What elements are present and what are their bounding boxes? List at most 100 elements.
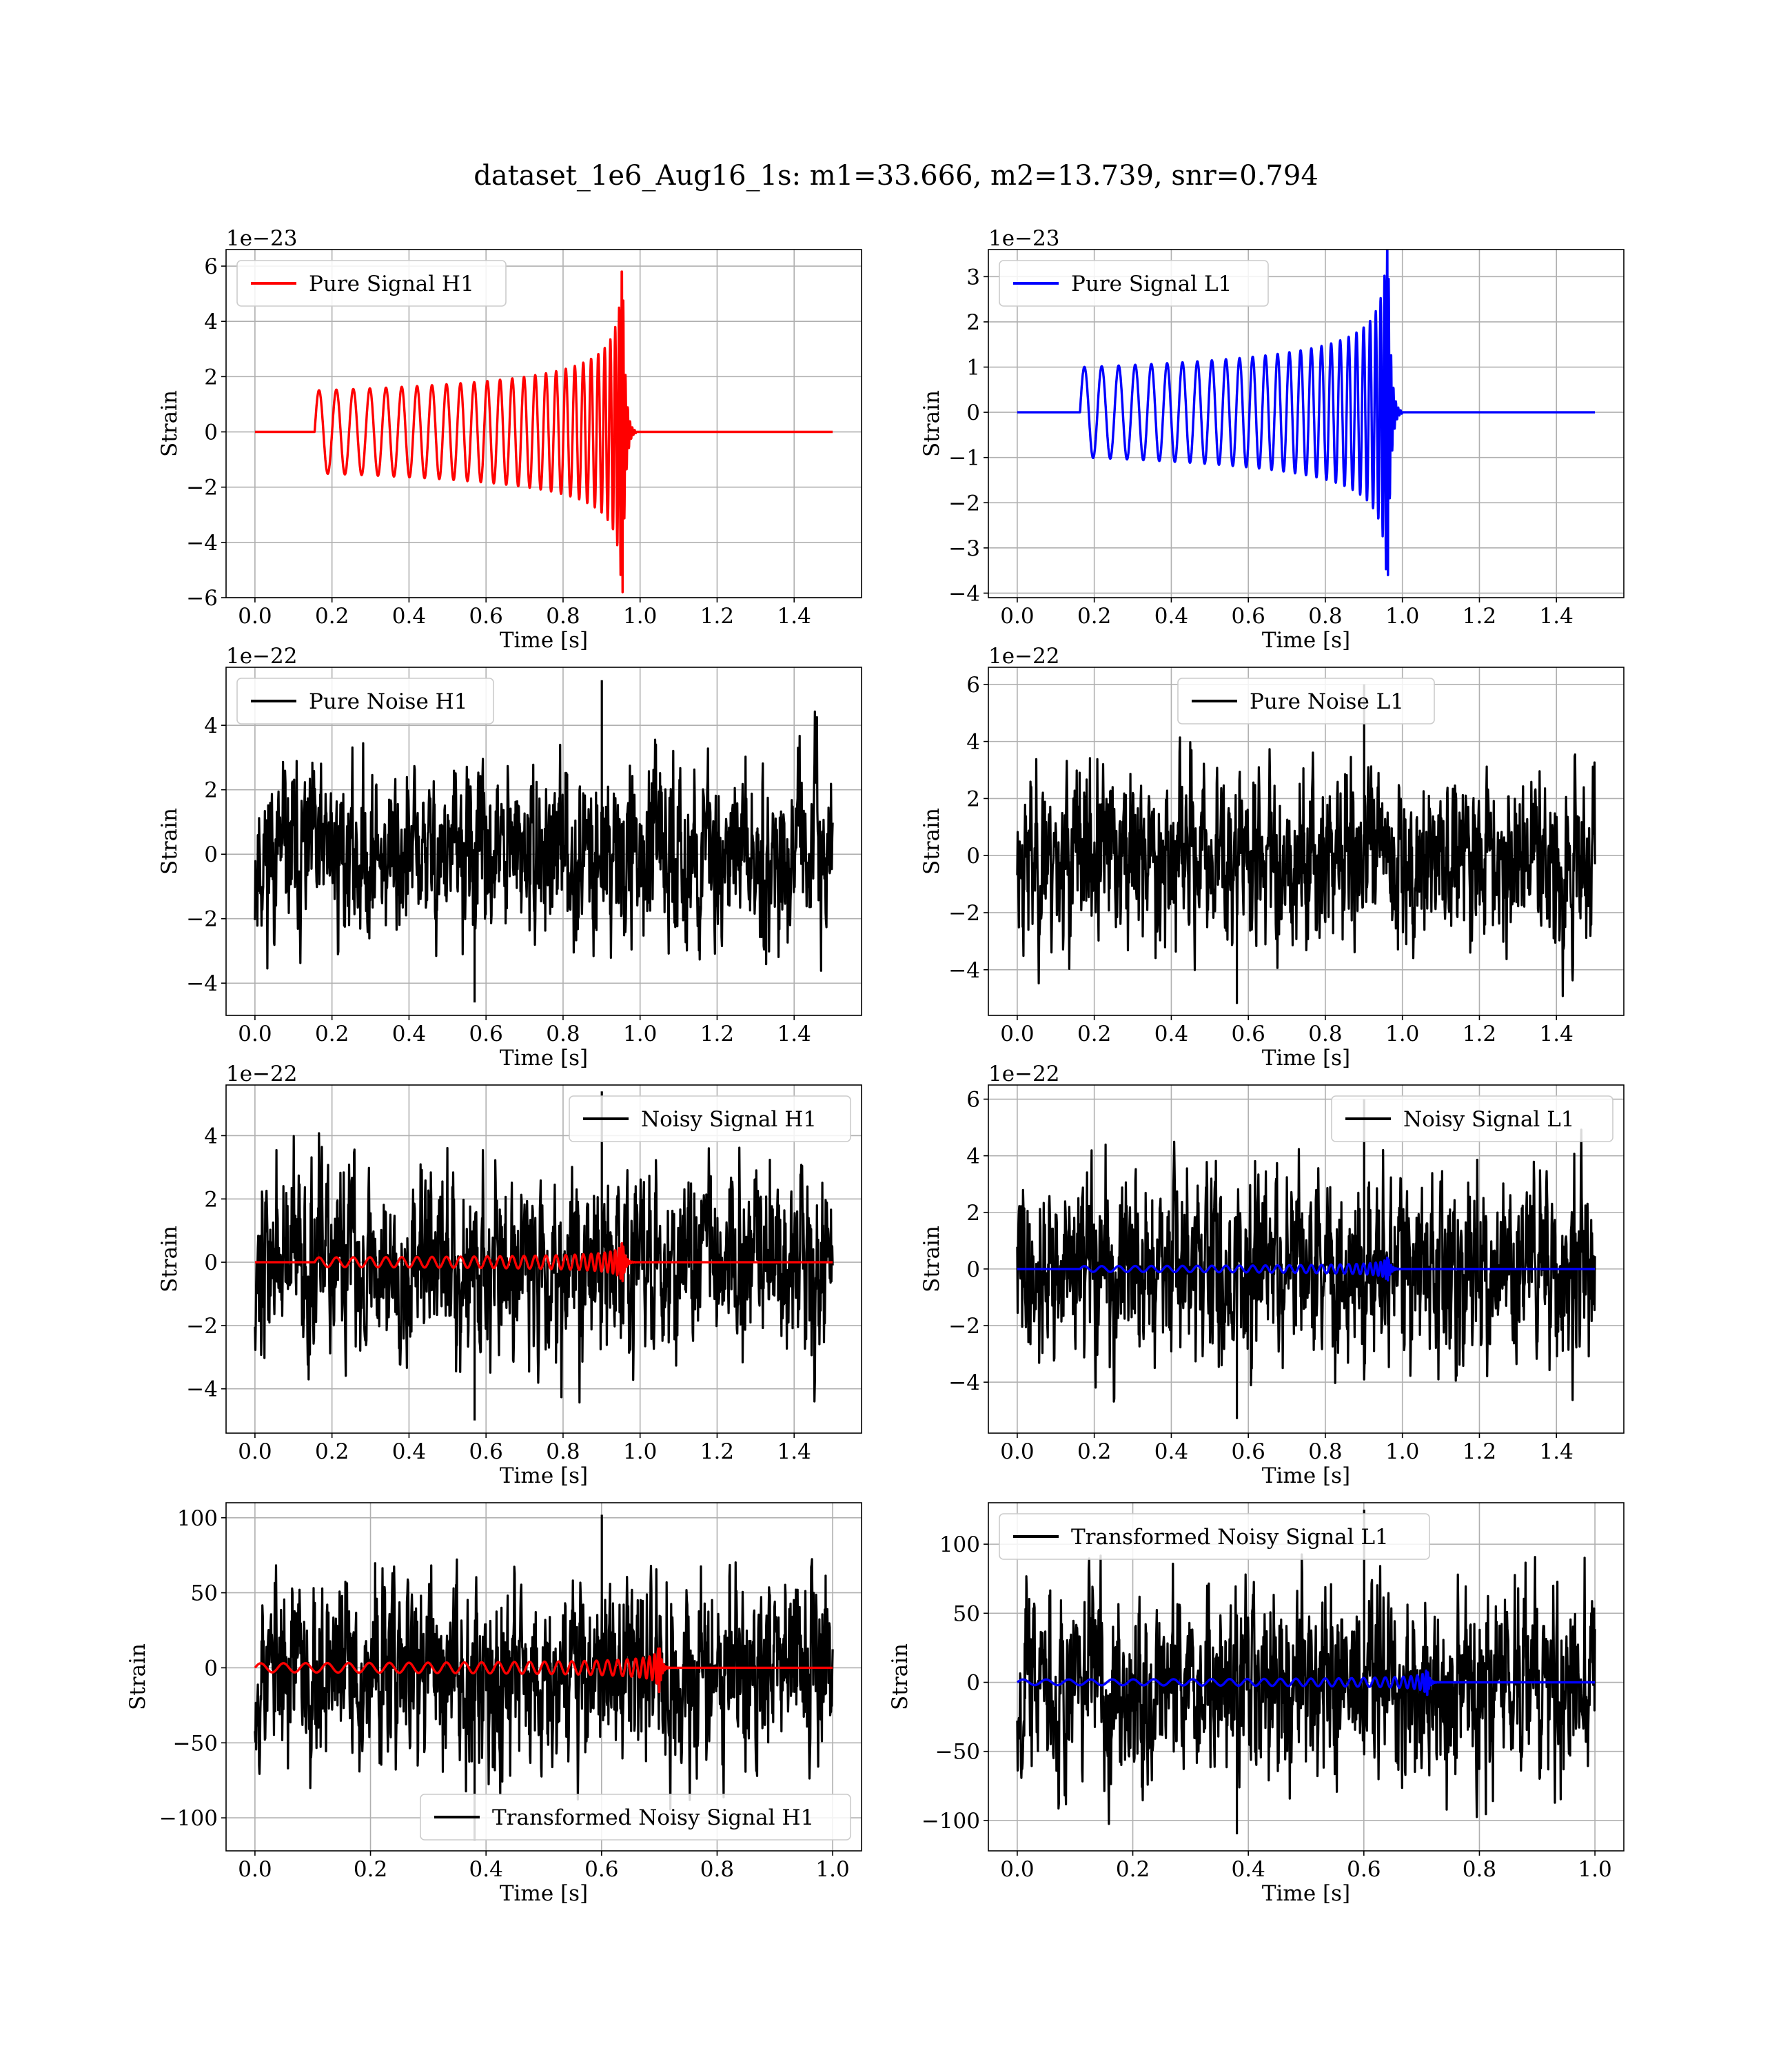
y-tick-label: −1	[948, 446, 980, 471]
x-axis-label: Time [s]	[1262, 1881, 1350, 1906]
x-tick-label: 1.0	[1385, 1439, 1419, 1464]
legend: Noisy Signal H1	[569, 1095, 851, 1142]
legend-box	[420, 1794, 851, 1841]
y-tick-label: −2	[186, 1314, 218, 1339]
y-tick-label: −4	[948, 1370, 980, 1395]
x-tick-label: 0.2	[315, 1439, 349, 1464]
figure-title: dataset_1e6_Aug16_1s: m1=33.666, m2=13.7…	[474, 160, 1318, 192]
y-tick-label: −2	[948, 1314, 980, 1339]
y-axis-label: Strain	[919, 1226, 944, 1292]
x-tick-label: 1.2	[700, 1022, 734, 1046]
axes-frame	[225, 249, 862, 598]
x-tick-label: 0.6	[469, 604, 503, 629]
x-tick-label: 1.4	[777, 1022, 811, 1046]
axes-frame	[988, 1084, 1625, 1434]
x-tick-label: 0.6	[469, 1022, 503, 1046]
x-tick-label: 0.8	[546, 604, 580, 629]
x-tick-label: 0.2	[1077, 1439, 1111, 1464]
x-tick-label: 0.4	[1154, 604, 1188, 629]
legend-label: Transformed Noisy Signal H1	[492, 1805, 814, 1830]
y-tick-label: −2	[948, 491, 980, 516]
axes-frame	[225, 1502, 862, 1852]
y-axis-label: Strain	[157, 808, 182, 875]
subplot-noisy-signal-l1: 0.0 0.2 0.4 0.6 0.8 1.0 1.2 1.4 −4 −2 0 2 4 6 Time [s]…	[919, 1062, 1625, 1488]
legend: Pure Signal H1	[236, 260, 507, 307]
y-tick-label: 100	[177, 1506, 218, 1531]
y-axis-label: Strain	[157, 1226, 182, 1292]
legend-label: Pure Noise L1	[1250, 689, 1404, 714]
subplot-pure-noise-l1: 0.0 0.2 0.4 0.6 0.8 1.0 1.2 1.4 −4 −2 0 2 4 6 Time [s]…	[919, 644, 1625, 1071]
y-tick-label: 4	[204, 1124, 218, 1148]
legend-label: Noisy Signal H1	[641, 1107, 817, 1132]
y-tick-label: −4	[186, 1377, 218, 1402]
y-tick-label: −2	[948, 901, 980, 926]
y-tick-label: 2	[966, 310, 980, 335]
x-tick-label: 0.4	[469, 1857, 503, 1882]
y-axis-label: Strain	[919, 390, 944, 457]
legend: Pure Noise H1	[236, 678, 494, 724]
legend-label: Pure Signal L1	[1071, 272, 1232, 296]
x-axis-label: Time [s]	[1262, 628, 1350, 653]
y-tick-label: 6	[966, 1088, 980, 1113]
y-tick-label: −100	[922, 1809, 980, 1834]
x-axis-label: Time [s]	[500, 628, 588, 653]
subplot-pure-noise-h1: 0.0 0.2 0.4 0.6 0.8 1.0 1.2 1.4 −4 −2 0 2 4 Time [s] S…	[157, 644, 862, 1071]
x-tick-label: 1.2	[1463, 604, 1496, 629]
x-tick-label: 0.2	[1077, 1022, 1111, 1046]
y-tick-label: 6	[204, 254, 218, 279]
x-tick-label: 1.0	[623, 1439, 657, 1464]
x-tick-label: 1.2	[1463, 1022, 1496, 1046]
x-tick-label: 0.4	[1154, 1439, 1188, 1464]
chirp-series-line	[254, 1241, 834, 1283]
y-axis-label: Strain	[157, 390, 182, 457]
y-tick-label: −50	[173, 1731, 218, 1756]
chirp-series-line	[254, 270, 834, 594]
x-tick-label: 1.0	[815, 1857, 849, 1882]
y-tick-label: −6	[186, 586, 218, 611]
x-tick-label: 1.0	[1385, 1022, 1419, 1046]
y-tick-label: −100	[159, 1806, 218, 1831]
x-tick-label: 0.6	[1347, 1857, 1381, 1882]
x-tick-label: 1.2	[700, 1439, 734, 1464]
subplot-transformed-noisy-signal-h1: 0.0 0.2 0.4 0.6 0.8 1.0 −100 −50 0 50 100 Time [s] S…	[125, 1502, 862, 1906]
y-tick-label: 2	[966, 787, 980, 811]
x-tick-label: 0.4	[392, 604, 426, 629]
y-tick-label: 2	[966, 1201, 980, 1226]
y-tick-label: 0	[966, 1671, 980, 1696]
x-tick-label: 1.4	[777, 1439, 811, 1464]
legend-label: Transformed Noisy Signal L1	[1071, 1525, 1389, 1550]
chirp-series-line	[254, 1647, 834, 1693]
x-tick-label: 1.2	[700, 604, 734, 629]
y-tick-label: −50	[935, 1740, 980, 1765]
y-tick-label: 3	[966, 265, 980, 290]
x-tick-label: 0.2	[1116, 1857, 1150, 1882]
y-tick-label: −4	[186, 531, 218, 556]
x-tick-label: 0.8	[1308, 1022, 1342, 1046]
legend-label: Noisy Signal L1	[1403, 1107, 1575, 1132]
x-tick-label: 1.0	[1385, 604, 1419, 629]
x-tick-label: 0.6	[1232, 604, 1265, 629]
y-tick-label: 4	[966, 1144, 980, 1169]
x-axis-label: Time [s]	[500, 1881, 588, 1906]
x-tick-label: 0.0	[238, 604, 272, 629]
legend: Transformed Noisy Signal H1	[420, 1794, 851, 1841]
legend-label: Pure Signal H1	[309, 272, 474, 296]
plot-area	[1016, 250, 1596, 576]
x-tick-label: 0.0	[1000, 1022, 1034, 1046]
offset-text: 1e−23	[226, 226, 298, 251]
y-tick-label: −2	[186, 476, 218, 500]
x-tick-label: 0.2	[1077, 604, 1111, 629]
x-axis-label: Time [s]	[500, 1046, 588, 1071]
x-tick-label: 1.2	[1463, 1439, 1496, 1464]
legend-box	[999, 260, 1269, 307]
y-tick-label: 4	[204, 310, 218, 334]
legend: Transformed Noisy Signal L1	[999, 1513, 1430, 1560]
legend-box	[1177, 678, 1435, 724]
y-tick-label: 0	[966, 1257, 980, 1282]
x-tick-label: 0.6	[469, 1439, 503, 1464]
axes-frame	[988, 249, 1625, 598]
offset-text: 1e−22	[988, 644, 1060, 669]
x-tick-label: 1.0	[623, 1022, 657, 1046]
y-tick-label: 2	[204, 1187, 218, 1212]
